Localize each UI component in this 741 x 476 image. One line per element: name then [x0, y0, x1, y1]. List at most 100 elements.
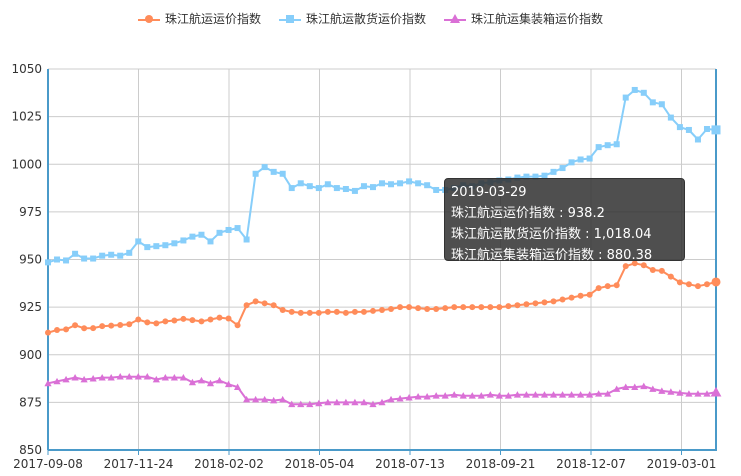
data-point — [710, 386, 722, 397]
data-point — [125, 373, 133, 380]
data-point — [442, 305, 449, 312]
data-point — [486, 391, 494, 398]
data-point — [694, 283, 701, 290]
data-point — [189, 233, 196, 240]
x-tick-label: 2018-05-04 — [285, 457, 355, 471]
data-point — [198, 318, 205, 325]
data-point — [559, 296, 566, 303]
data-point — [631, 86, 638, 93]
data-point — [63, 257, 70, 264]
data-point — [487, 304, 494, 311]
legend-item-series2[interactable]: 珠江航运散货运价指数 — [278, 10, 426, 27]
data-point — [288, 400, 296, 408]
data-point — [197, 376, 206, 384]
data-point — [460, 304, 467, 311]
data-point — [98, 374, 106, 381]
series-2 — [45, 86, 721, 266]
data-point — [153, 320, 160, 327]
data-point — [207, 316, 214, 323]
data-point — [397, 180, 404, 187]
data-point — [667, 273, 674, 280]
tooltip-line-2: 珠江航运散货运价指数 : 1,018.04 — [451, 227, 652, 242]
data-point — [144, 319, 151, 326]
data-point — [505, 303, 512, 310]
data-point — [207, 238, 214, 245]
data-point — [685, 126, 692, 133]
data-point — [288, 185, 295, 192]
data-point — [676, 389, 684, 396]
data-point — [703, 281, 710, 288]
tooltip-date: 2019-03-29 — [451, 185, 527, 200]
data-point — [685, 390, 693, 397]
data-point — [297, 400, 305, 408]
data-point — [333, 308, 340, 315]
data-point — [81, 255, 88, 262]
legend-item-series3[interactable]: 珠江航运集装箱运价指数 — [444, 10, 603, 27]
x-tick-label: 2017-09-08 — [13, 457, 83, 471]
x-tick-label: 2018-09-21 — [466, 457, 536, 471]
data-point — [161, 374, 169, 381]
x-tick-label: 2019-03-01 — [647, 457, 717, 471]
data-point — [224, 380, 233, 388]
data-point — [622, 263, 629, 270]
y-tick-label: 975 — [19, 205, 42, 219]
data-point — [81, 325, 88, 332]
y-tick-label: 1050 — [11, 62, 42, 76]
legend-swatch-square-icon — [278, 14, 301, 24]
y-tick-label: 875 — [19, 395, 42, 409]
y-tick-label: 950 — [19, 253, 42, 267]
data-point — [415, 180, 422, 187]
data-point — [143, 373, 151, 380]
legend-swatch-triangle-icon — [444, 13, 466, 24]
data-point — [252, 298, 259, 305]
data-point — [604, 283, 611, 290]
data-point — [595, 285, 602, 292]
data-point — [576, 391, 585, 398]
data-point — [90, 325, 97, 332]
data-point — [342, 186, 349, 193]
data-point — [369, 400, 377, 408]
legend-swatch-circle-icon — [137, 14, 160, 24]
data-point — [649, 266, 656, 273]
data-point — [568, 159, 575, 166]
data-point — [667, 388, 675, 395]
data-point — [622, 94, 629, 101]
data-point — [351, 308, 358, 315]
data-point — [379, 306, 385, 313]
data-point — [117, 322, 124, 329]
data-point — [153, 243, 160, 250]
legend-item-series1[interactable]: 珠江航运运价指数 — [137, 10, 261, 27]
data-point — [586, 291, 593, 298]
data-point — [685, 281, 692, 288]
data-point — [306, 400, 314, 408]
data-point — [63, 326, 70, 333]
data-point — [514, 174, 521, 181]
data-point — [152, 375, 160, 383]
data-point — [270, 302, 277, 309]
data-point — [577, 156, 584, 163]
data-point — [215, 376, 224, 384]
data-point — [523, 301, 530, 308]
data-point — [216, 229, 223, 236]
data-point — [531, 391, 540, 398]
data-point — [252, 170, 259, 177]
data-point — [54, 326, 61, 333]
data-point — [144, 244, 151, 251]
y-tick-label: 1000 — [11, 157, 42, 171]
data-point — [424, 306, 431, 313]
data-point — [379, 180, 385, 187]
data-point — [99, 252, 106, 259]
data-point — [180, 237, 187, 244]
data-point — [703, 126, 710, 133]
data-point — [568, 294, 575, 301]
data-point — [90, 255, 97, 262]
data-point — [71, 374, 79, 381]
data-point — [522, 391, 531, 398]
data-point — [640, 382, 648, 390]
data-point — [450, 391, 458, 398]
data-point — [270, 396, 278, 404]
data-point — [45, 329, 51, 336]
series-3 — [44, 373, 722, 408]
data-point — [360, 308, 367, 315]
data-point — [162, 242, 169, 249]
